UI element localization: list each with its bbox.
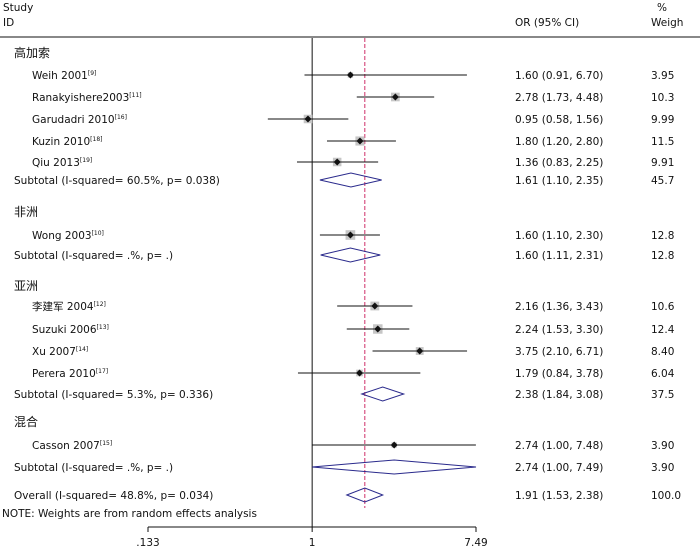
study-label: Qiu 2013[19] xyxy=(32,157,92,169)
group-label: 高加索 xyxy=(14,45,50,60)
or-ci-value: 2.24 (1.53, 3.30) xyxy=(515,324,603,336)
study-label: Kuzin 2010[18] xyxy=(32,136,103,148)
weight-value: 100.0 xyxy=(651,490,681,502)
subtotal-label: Subtotal (I-squared= 60.5%, p= 0.038) xyxy=(14,175,220,187)
or-ci-value: 1.61 (1.10, 2.35) xyxy=(515,175,603,187)
x-tick-label: 1 xyxy=(309,537,316,549)
study-label: Perera 2010[17] xyxy=(32,368,108,380)
study-label: Casson 2007[15] xyxy=(32,440,112,452)
group-label: 混合 xyxy=(14,414,38,429)
study-label: Weih 2001[9] xyxy=(32,70,96,82)
study-label: Garudadri 2010[16] xyxy=(32,114,127,126)
weight-value: 3.90 xyxy=(651,462,674,474)
or-ci-value: 1.80 (1.20, 2.80) xyxy=(515,136,603,148)
subtotal-diamond xyxy=(320,247,381,263)
point-estimate xyxy=(356,369,364,377)
overall-diamond xyxy=(345,487,385,503)
study-reference: [11] xyxy=(129,92,141,99)
study-label: Suzuki 2006[13] xyxy=(32,324,109,336)
weight-value: 6.04 xyxy=(651,368,675,380)
weight-value: 10.6 xyxy=(651,301,675,313)
or-ci-value: 3.75 (2.10, 6.71) xyxy=(515,346,603,358)
or-ci-value: 1.60 (1.10, 2.30) xyxy=(515,230,603,242)
or-ci-value: 2.74 (1.00, 7.49) xyxy=(515,462,603,474)
point-estimate xyxy=(391,93,399,101)
weight-value: 9.99 xyxy=(651,114,674,126)
or-ci-value: 2.74 (1.00, 7.48) xyxy=(515,440,603,452)
study-reference: [17] xyxy=(96,368,108,375)
point-estimate xyxy=(346,71,354,79)
or-ci-value: 0.95 (0.58, 1.56) xyxy=(515,114,603,126)
weight-value: 37.5 xyxy=(651,389,674,401)
or-ci-value: 1.60 (0.91, 6.70) xyxy=(515,70,603,82)
or-ci-value: 1.36 (0.83, 2.25) xyxy=(515,157,603,169)
weight-value: 12.4 xyxy=(651,324,675,336)
study-reference: [18] xyxy=(90,136,102,143)
subtotal-label: Subtotal (I-squared= 5.3%, p= 0.336) xyxy=(14,389,213,401)
overall-label: Overall (I-squared= 48.8%, p= 0.034) xyxy=(14,490,213,502)
study-reference: [19] xyxy=(80,157,92,164)
or-ci-value: 1.60 (1.11, 2.31) xyxy=(515,250,603,262)
study-reference: [13] xyxy=(97,324,109,331)
header-id: ID xyxy=(3,17,14,29)
subtotal-label: Subtotal (I-squared= .%, p= .) xyxy=(14,462,173,474)
header-weight-pct: % xyxy=(657,2,667,14)
x-tick-label: 7.49 xyxy=(464,537,487,549)
or-ci-value: 1.91 (1.53, 2.38) xyxy=(515,490,603,502)
or-ci-value: 2.38 (1.84, 3.08) xyxy=(515,389,603,401)
study-reference: [16] xyxy=(115,114,127,121)
note-text: NOTE: Weights are from random effects an… xyxy=(2,508,257,520)
subtotal-label: Subtotal (I-squared= .%, p= .) xyxy=(14,250,173,262)
header-weight: Weigh xyxy=(651,17,683,29)
subtotal-diamond xyxy=(360,386,406,402)
study-reference: [12] xyxy=(94,301,106,308)
study-reference: [10] xyxy=(92,230,104,237)
point-estimate xyxy=(333,158,341,166)
point-estimate xyxy=(356,137,364,145)
x-tick-label: .133 xyxy=(136,537,159,549)
weight-value: 3.95 xyxy=(651,70,674,82)
point-estimate xyxy=(371,302,379,310)
header-study: Study xyxy=(3,2,33,14)
subtotal-diamond xyxy=(312,459,477,475)
weight-value: 11.5 xyxy=(651,136,674,148)
or-ci-value: 2.78 (1.73, 4.48) xyxy=(515,92,603,104)
weight-value: 12.8 xyxy=(651,230,674,242)
study-label: Xu 2007[14] xyxy=(32,346,88,358)
weight-value: 8.40 xyxy=(651,346,674,358)
point-estimate xyxy=(346,231,354,239)
weight-value: 9.91 xyxy=(651,157,674,169)
point-estimate xyxy=(304,115,312,123)
header-or-ci: OR (95% CI) xyxy=(515,17,579,29)
point-estimate xyxy=(416,347,424,355)
study-reference: [14] xyxy=(76,346,88,353)
study-label: Ranakyishere2003[11] xyxy=(32,92,142,104)
weight-value: 45.7 xyxy=(651,175,674,187)
weight-value: 10.3 xyxy=(651,92,674,104)
point-estimate xyxy=(390,441,398,449)
or-ci-value: 1.79 (0.84, 3.78) xyxy=(515,368,603,380)
or-ci-value: 2.16 (1.36, 3.43) xyxy=(515,301,603,313)
weight-value: 3.90 xyxy=(651,440,674,452)
study-reference: [15] xyxy=(100,440,112,447)
group-label: 亚洲 xyxy=(14,279,38,293)
weight-value: 12.8 xyxy=(651,250,674,262)
study-label: 李建军 2004[12] xyxy=(32,300,106,313)
study-reference: [9] xyxy=(88,70,97,77)
group-label: 非洲 xyxy=(14,205,38,219)
point-estimate xyxy=(374,325,382,333)
study-label: Wong 2003[10] xyxy=(32,230,104,242)
subtotal-diamond xyxy=(319,172,382,188)
